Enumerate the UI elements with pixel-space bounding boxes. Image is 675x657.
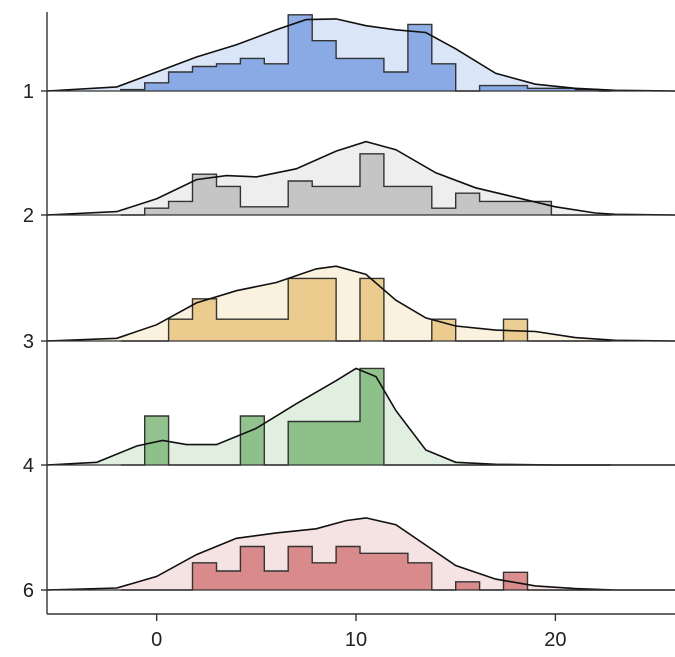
density-line-6 (46, 517, 675, 591)
ridge-6 (46, 517, 675, 591)
density-line-4 (46, 367, 675, 466)
ridges-layer (46, 14, 675, 591)
y-tick-label-3: 3 (23, 331, 34, 353)
density-line-3 (46, 265, 675, 342)
density-line-1 (46, 18, 675, 92)
y-tick-label-6: 6 (23, 580, 34, 602)
ridge-4 (46, 367, 675, 466)
axes-layer: 1 2 3 4 6 0 10 20 (23, 12, 675, 651)
histogram-6 (120, 545, 612, 591)
ridge-2 (46, 140, 675, 216)
histogram-2 (120, 153, 612, 216)
histogram-1 (120, 14, 612, 92)
x-tick-label-20: 20 (544, 629, 566, 651)
ridge-3 (46, 265, 675, 342)
density-line-2 (46, 140, 675, 216)
y-tick-label-4: 4 (23, 455, 34, 477)
x-tick-label-0: 0 (151, 629, 162, 651)
histogram-3 (120, 277, 612, 342)
y-tick-label-2: 2 (23, 205, 34, 227)
y-tick-label-1: 1 (23, 81, 34, 103)
ridge-1 (46, 14, 675, 92)
x-tick-label-10: 10 (345, 629, 367, 651)
